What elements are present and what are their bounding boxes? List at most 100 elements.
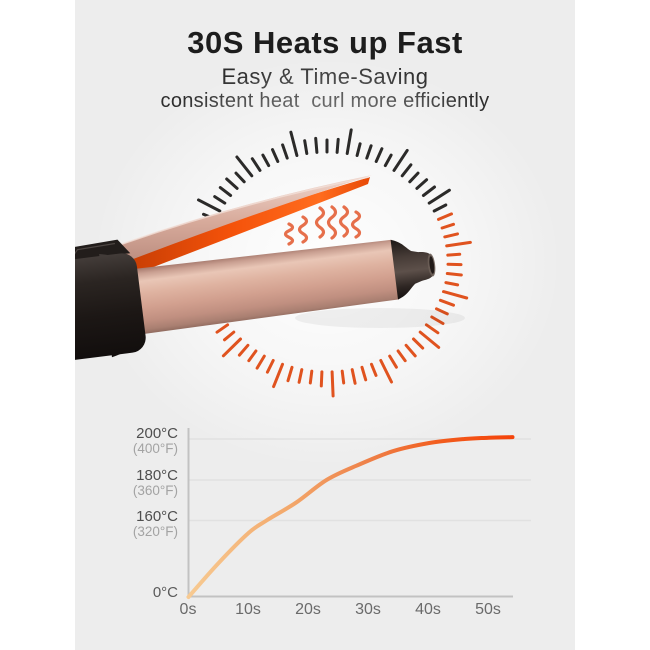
dial-tick (286, 365, 294, 383)
dial-tick (250, 157, 262, 172)
dial-tick (345, 128, 353, 155)
dial-tick (297, 368, 304, 384)
dial-tick (440, 222, 455, 230)
clamp-highlight (102, 176, 370, 252)
dial-tick (408, 171, 420, 184)
dial-tick (335, 137, 340, 154)
heat-wave-line (338, 205, 350, 238)
page-title: 30S Heats up Fast (187, 25, 463, 60)
clamp-heated-underside (117, 177, 370, 276)
dial-tick (221, 337, 242, 358)
dial-tick (330, 370, 335, 398)
dial-tick (340, 369, 346, 385)
dial-tick (427, 188, 451, 205)
dial-tick (446, 252, 462, 257)
dial-tick (365, 144, 373, 160)
temperature-curve (186, 435, 515, 599)
dial-tick (265, 359, 275, 374)
y-tick-200: 200°C (400°F) (133, 426, 178, 456)
dial-tick (437, 212, 453, 221)
dial-tick (445, 240, 472, 248)
dial-tick (272, 362, 284, 389)
barrel-tip (390, 239, 435, 300)
barrel (126, 239, 400, 336)
heat-wave-line (283, 222, 295, 246)
dial-tick (400, 163, 413, 178)
dial-tick (412, 337, 425, 350)
barrel-shadow (295, 308, 465, 328)
y-tick-160-fahrenheit: (320°F) (132, 523, 178, 539)
tip-end-cap-center (429, 256, 435, 274)
curling-iron (75, 175, 465, 361)
dial-tick (421, 185, 436, 197)
dial-tick (432, 203, 448, 213)
dial-tick (388, 354, 398, 369)
dial-tick (370, 362, 378, 377)
dial-tick (255, 354, 266, 370)
dial-tick (235, 155, 254, 178)
dial-tick (234, 171, 246, 184)
dial-tick (355, 142, 362, 157)
y-tick-160-celsius: 160°C (136, 508, 178, 525)
dial-tick (438, 298, 455, 307)
heat-wave-line (350, 210, 362, 239)
y-tick-180-fahrenheit: (360°F) (132, 482, 178, 498)
heat-wave-icon (283, 205, 362, 246)
dial-tick (396, 349, 407, 363)
dial-tick (442, 290, 469, 300)
dial-tick (308, 369, 314, 385)
dial-tick (445, 272, 463, 277)
dial-tick (213, 195, 227, 205)
dial-tick (281, 143, 289, 160)
x-tick-0s: 0s (179, 601, 197, 618)
y-tick-160: 160°C (320°F) (133, 509, 178, 539)
x-tick-30s: 30s (355, 601, 381, 618)
dial-tick (218, 186, 233, 197)
hero-graphic (75, 57, 562, 599)
dial-tick (350, 368, 357, 385)
heatup-chart (186, 428, 531, 599)
handle (75, 253, 146, 361)
dial-tick (197, 198, 222, 213)
dial-tick (435, 307, 449, 316)
x-tick-10s: 10s (235, 601, 261, 618)
content-panel: 30S Heats up Fast Easy & Time-Saving con… (75, 0, 575, 650)
clamp-arm (101, 175, 372, 266)
dial-tick (225, 177, 239, 190)
x-tick-50s: 50s (475, 601, 501, 618)
dial-tick (443, 232, 459, 239)
dial-tick (430, 315, 445, 325)
dial-tick (415, 178, 429, 190)
x-tick-40s: 40s (415, 601, 441, 618)
heat-wave-line (326, 205, 338, 240)
dial-tick (360, 365, 368, 382)
clamp-hinge-ridge (75, 242, 116, 258)
y-tick-180: 180°C (360°F) (133, 468, 178, 498)
dial-tick (444, 281, 460, 287)
dial-tick (374, 147, 384, 163)
y-tick-200-fahrenheit: (400°F) (132, 440, 178, 456)
x-tick-20s: 20s (295, 601, 321, 618)
dial-tick (319, 370, 324, 388)
dial-tick (418, 330, 441, 349)
y-tick-0: 0°C (152, 584, 178, 601)
dial-tick (261, 153, 271, 168)
dial-tick (237, 343, 250, 357)
dial-tick (215, 323, 230, 334)
dial-tick (223, 330, 236, 342)
dial-tick (379, 359, 393, 384)
dial-tick (404, 343, 417, 358)
clamp-hinge (75, 239, 131, 261)
dial-tick (424, 323, 440, 335)
heat-wave-line (314, 206, 326, 239)
y-tick-180-celsius: 180°C (136, 467, 178, 484)
dial-tick (289, 130, 299, 157)
timer-dial-icon (197, 128, 472, 398)
heat-wave-line (297, 215, 309, 244)
dial-tick (303, 139, 309, 155)
dial-tick (383, 153, 393, 168)
dial-tick (314, 136, 319, 154)
y-tick-200-celsius: 200°C (136, 425, 178, 442)
dial-tick (392, 148, 409, 172)
